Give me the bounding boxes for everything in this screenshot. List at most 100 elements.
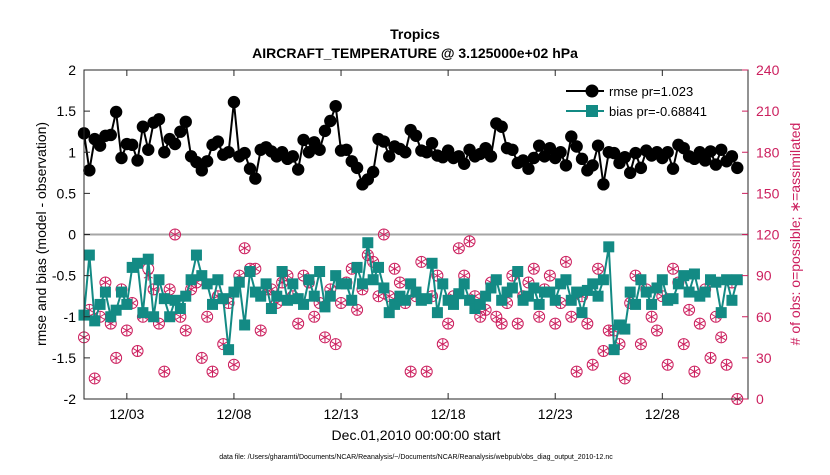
rmse-point xyxy=(125,138,139,152)
y-right-tick-label: 210 xyxy=(756,103,780,119)
bias-point xyxy=(571,286,583,298)
obs-assimilated-marker xyxy=(416,256,426,267)
bias-point xyxy=(576,307,588,319)
obs-possible-marker xyxy=(720,358,733,371)
bias-point xyxy=(512,266,524,278)
bias-point xyxy=(287,278,299,290)
chart-title: Tropics xyxy=(390,26,440,42)
y-right-tick-label: 30 xyxy=(756,350,772,366)
bias-point xyxy=(528,282,540,294)
obs-assimilated-marker xyxy=(684,304,694,315)
obs-assimilated-marker xyxy=(379,229,389,240)
rmse-point xyxy=(200,155,214,168)
rmse-point xyxy=(238,146,251,160)
rmse-point xyxy=(715,143,728,156)
obs-assimilated-marker xyxy=(668,263,678,274)
bias-point xyxy=(351,261,363,273)
obs-possible-marker xyxy=(329,338,342,351)
bias-point xyxy=(185,274,197,286)
rmse-point xyxy=(506,143,519,156)
obs-assimilated-marker xyxy=(438,339,448,350)
bias-point xyxy=(678,270,690,282)
rmse-point xyxy=(286,150,300,163)
bias-point xyxy=(447,298,459,310)
bias-point xyxy=(367,274,379,286)
obs-possible-marker xyxy=(693,317,706,330)
bias-point xyxy=(587,278,599,290)
rmse-point xyxy=(731,161,744,175)
bias-point xyxy=(207,298,219,310)
obs-possible-marker xyxy=(495,317,508,330)
rmse-point xyxy=(324,114,337,128)
obs-assimilated-marker xyxy=(464,236,475,247)
bias-point xyxy=(721,274,733,286)
bias-point xyxy=(651,282,663,294)
obs-assimilated-marker xyxy=(663,359,673,370)
bias-point xyxy=(324,290,336,302)
obs-assimilated-marker xyxy=(534,311,544,322)
obs-possible-marker xyxy=(683,303,696,316)
bias-point xyxy=(148,311,160,323)
rmse-point xyxy=(586,159,599,172)
bias-point xyxy=(330,270,342,282)
obs-assimilated-marker xyxy=(352,304,362,315)
obs-possible-marker xyxy=(110,351,123,364)
bias-point xyxy=(180,290,192,302)
bias-point xyxy=(356,278,368,290)
obs-assimilated-marker xyxy=(679,339,689,350)
rmse-point xyxy=(291,163,305,176)
y-left-tick-label: 1.5 xyxy=(57,103,77,119)
rmse-point xyxy=(179,115,192,129)
bias-point xyxy=(383,307,395,319)
obs-assimilated-marker xyxy=(620,373,630,384)
rmse-point xyxy=(629,146,642,160)
obs-possible-marker xyxy=(201,310,214,323)
rmse-point xyxy=(570,140,583,153)
x-tick-label: 12/23 xyxy=(538,406,573,422)
obs-possible-marker xyxy=(704,351,717,364)
x-axis-label: Dec.01,2010 00:00:00 start xyxy=(332,427,501,443)
bias-point xyxy=(603,241,615,253)
rmse-point xyxy=(457,157,471,170)
obs-assimilated-marker xyxy=(320,332,330,343)
rmse-point xyxy=(297,133,310,147)
obs-possible-marker xyxy=(179,324,192,337)
bias-point xyxy=(308,290,320,302)
bias-point xyxy=(319,301,331,313)
rmse-point xyxy=(83,164,96,177)
x-tick-label: 12/03 xyxy=(109,406,144,422)
bias-point xyxy=(549,294,561,306)
rmse-point xyxy=(420,146,433,159)
bias-point xyxy=(265,303,277,315)
obs-assimilated-marker xyxy=(100,277,111,288)
rmse-point xyxy=(350,161,364,175)
bias-point xyxy=(99,286,111,298)
rmse-point xyxy=(666,162,680,175)
obs-assimilated-marker xyxy=(636,339,646,350)
bias-point xyxy=(260,278,272,290)
rmse-point xyxy=(313,143,326,156)
obs-assimilated-marker xyxy=(529,263,539,274)
bias-point xyxy=(474,298,486,310)
obs-assimilated-marker xyxy=(593,263,603,274)
bias-point xyxy=(340,278,352,290)
rmse-point xyxy=(227,95,241,109)
bias-series xyxy=(78,237,743,356)
bias-point xyxy=(174,303,186,315)
obs-possible-marker xyxy=(318,331,331,344)
obs-assimilated-marker xyxy=(588,359,598,370)
y-left-axis-label: rmse and bias (model - observation) xyxy=(33,122,49,346)
bias-point xyxy=(201,278,213,290)
x-tick-label: 12/08 xyxy=(216,406,251,422)
rmse-point xyxy=(554,146,567,159)
rmse-point xyxy=(340,143,353,156)
rmse-point xyxy=(366,165,380,179)
obs-possible-marker xyxy=(667,262,680,275)
bias-point xyxy=(421,293,433,305)
rmse-point xyxy=(152,113,166,126)
obs-assimilated-marker xyxy=(695,318,705,329)
bias-point xyxy=(630,298,642,310)
x-axis-ticks: 12/03 12/08 12/13 12/18 12/23 12/28 xyxy=(109,70,680,422)
rmse-point xyxy=(597,178,610,191)
